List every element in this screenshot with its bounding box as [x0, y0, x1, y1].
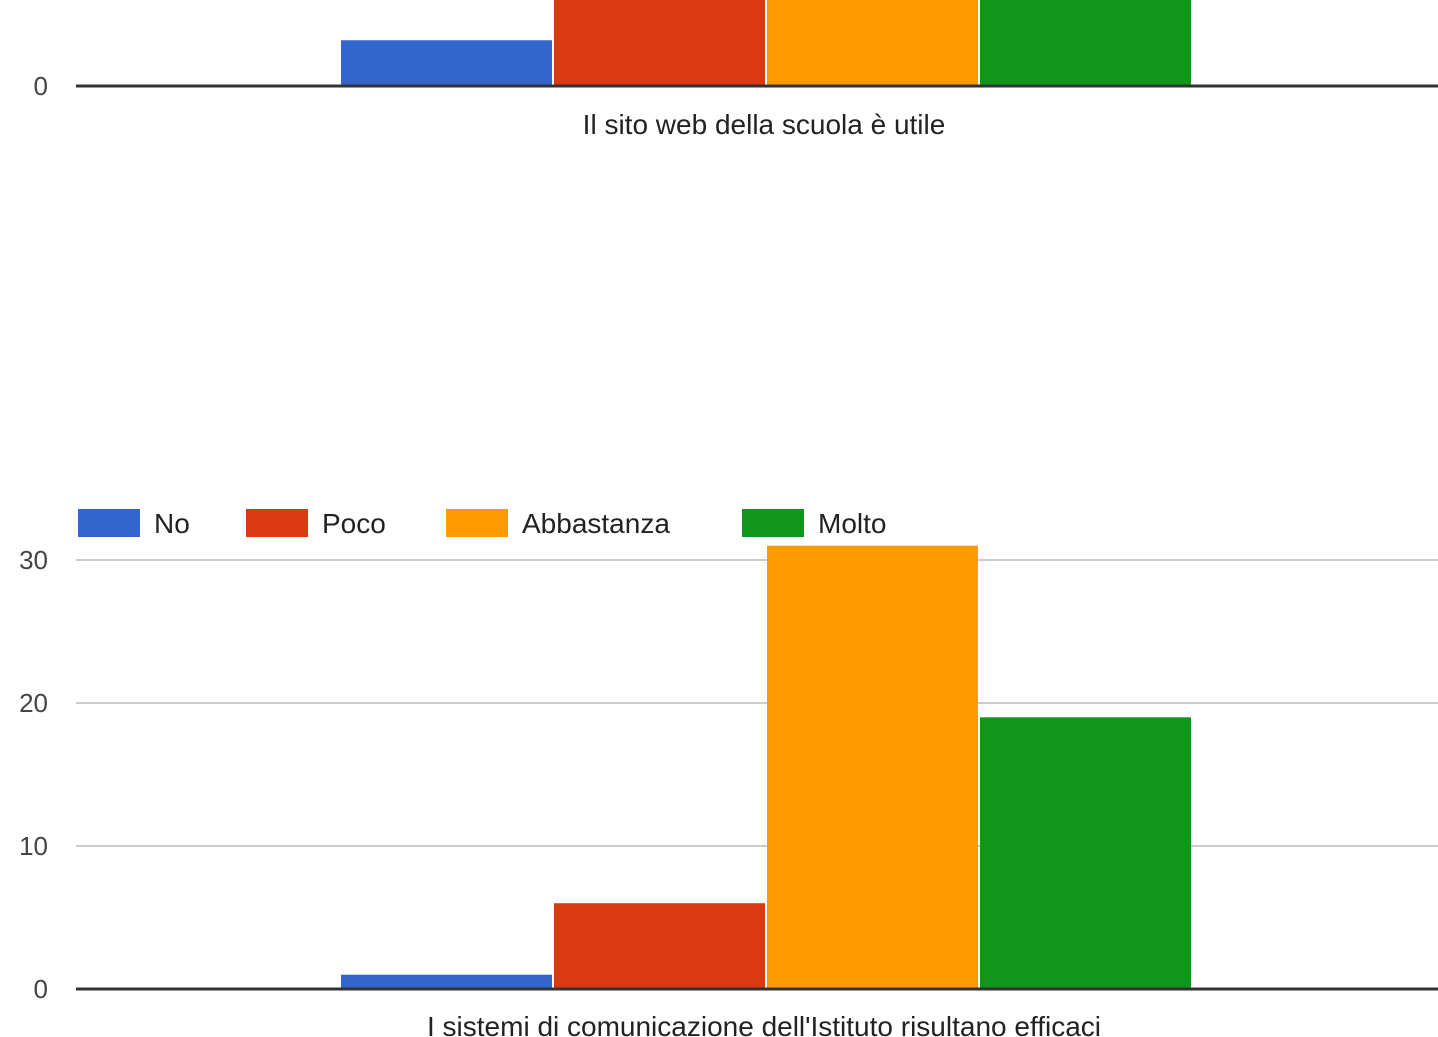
- y-tick-label: 0: [34, 71, 48, 101]
- legend-label-no: No: [154, 508, 190, 539]
- x-category-label: I sistemi di comunicazione dell'Istituto…: [427, 1011, 1101, 1037]
- y-tick-label: 30: [19, 545, 48, 575]
- legend-swatch-molto: [742, 509, 804, 537]
- bar-abbastanza: [767, 0, 978, 86]
- legend-swatch-abbastanza: [446, 509, 508, 537]
- bar-abbastanza: [767, 545, 978, 989]
- bar-no: [341, 974, 552, 989]
- y-tick-label: 0: [34, 974, 48, 1004]
- bar-molto: [980, 717, 1191, 989]
- bar-no: [341, 40, 552, 86]
- y-tick-label: 10: [19, 831, 48, 861]
- chart-2: 0 10 20 30 I sistemi di comunicazione dell'I…: [19, 508, 1438, 1037]
- legend-swatch-no: [78, 509, 140, 537]
- legend-label-poco: Poco: [322, 508, 386, 539]
- legend-swatch-poco: [246, 509, 308, 537]
- bar-molto: [980, 0, 1191, 86]
- bar-poco: [554, 0, 765, 86]
- y-tick-label: 20: [19, 688, 48, 718]
- legend: No Poco Abbastanza Molto: [78, 508, 886, 539]
- bar-poco: [554, 903, 765, 989]
- chart-1: 0 Il sito web della scuola è utile: [34, 0, 1438, 140]
- legend-label-abbastanza: Abbastanza: [522, 508, 670, 539]
- legend-label-molto: Molto: [818, 508, 886, 539]
- x-category-label: Il sito web della scuola è utile: [583, 109, 946, 140]
